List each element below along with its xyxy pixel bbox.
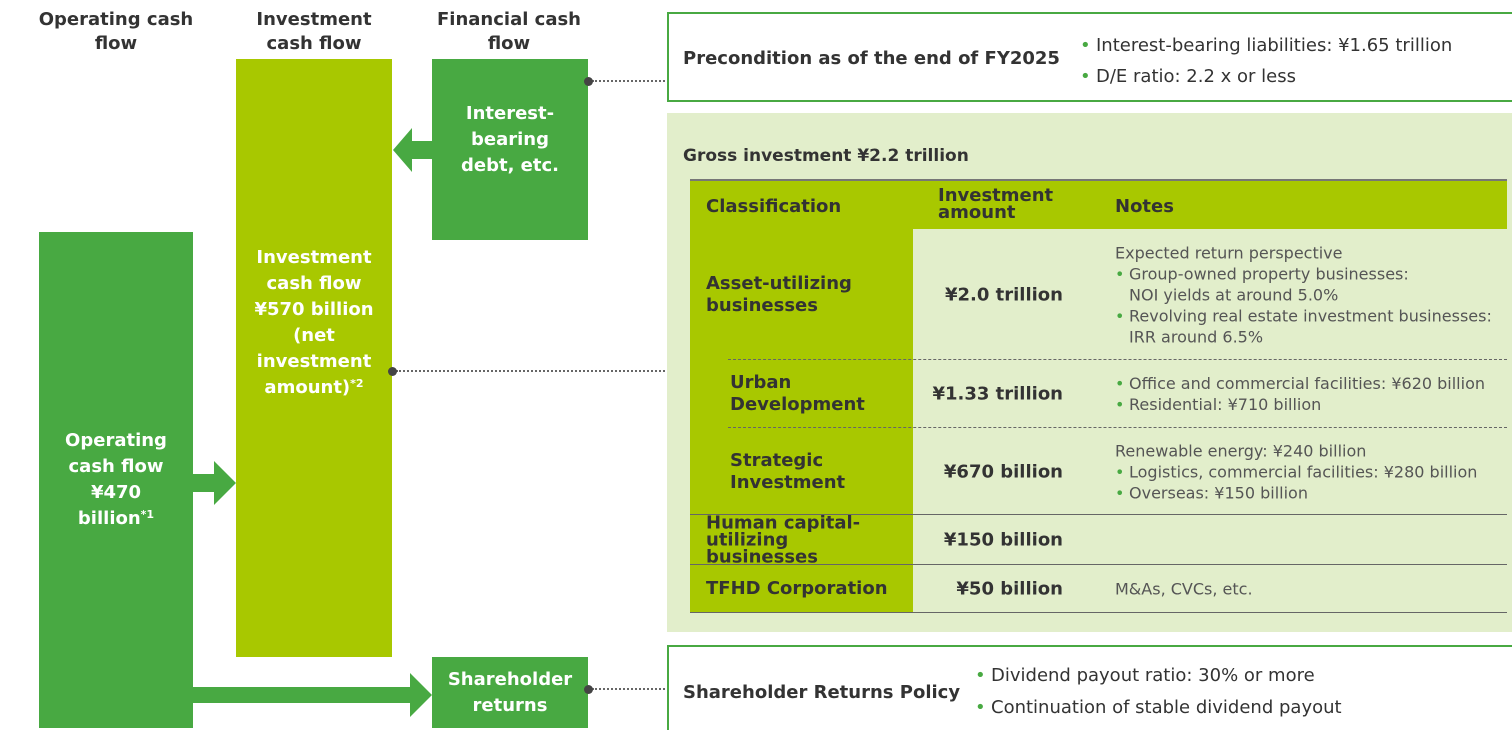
investment-table: Classification Investment amount Notes A…	[690, 179, 1507, 613]
table-header: Classification Investment amount Notes	[690, 179, 1507, 229]
notes: Renewable energy: ¥240 billion Logistics,…	[1115, 440, 1507, 503]
note-line: Overseas: ¥150 billion	[1129, 483, 1308, 502]
header-cell: Notes	[1115, 196, 1174, 217]
table-row: TFHD Corporation ¥50 billion M&As, CVCs, e…	[690, 564, 1507, 612]
table-row: Human capital-utilizing businesses ¥150 b…	[690, 512, 1507, 568]
shareholder-box: Shareholder returns	[432, 657, 588, 728]
table-row: Asset-utilizing businesses ¥2.0 trillion E…	[690, 229, 1507, 360]
connector-dot	[584, 77, 593, 86]
note-bullet: Group-owned property businesses: NOI yiel…	[1115, 263, 1507, 305]
classification-cell	[690, 428, 913, 515]
table-row: Urban Development ¥1.33 trillion Office an…	[690, 359, 1507, 428]
classification-cell	[690, 565, 913, 612]
header-cell: Investment amount	[938, 185, 1054, 223]
classification: TFHD Corporation	[706, 577, 888, 599]
label: Shareholder returns	[447, 668, 573, 716]
financial-box: Interest-bearing debt, etc.	[432, 59, 588, 240]
note-intro: Renewable energy: ¥240 billion	[1115, 441, 1367, 460]
column-header: Investment cash flow	[256, 9, 372, 54]
note-line: IRR around 6.5%	[1129, 327, 1264, 346]
classification-cell	[690, 515, 913, 565]
classification-cell	[690, 229, 913, 360]
header-cell: Classification	[706, 196, 842, 217]
row-separator	[728, 359, 1507, 360]
amount: ¥2.0 trillion	[944, 284, 1063, 305]
column-header: Operating cash flow	[38, 9, 194, 54]
notes: Office and commercial facilities: ¥620 b…	[1115, 373, 1507, 415]
note-intro: M&As, CVCs, etc.	[1115, 579, 1253, 598]
note-bullet: Office and commercial facilities: ¥620 b…	[1115, 373, 1507, 394]
amount: ¥150 billion	[943, 529, 1063, 551]
connector	[396, 370, 665, 372]
note-line: Logistics, commercial facilities: ¥280 b…	[1129, 462, 1478, 481]
notes: M&As, CVCs, etc.	[1115, 578, 1507, 599]
column-header: Financial cash flow	[436, 9, 581, 54]
shareholder-policy-box: Shareholder Returns Policy Dividend payo…	[667, 645, 1512, 730]
note-bullet: Revolving real estate investment busines…	[1115, 305, 1507, 347]
precondition-box: Precondition as of the end of FY2025 Int…	[667, 12, 1512, 102]
note-bullet: Overseas: ¥150 billion	[1115, 482, 1507, 503]
amount: ¥50 billion	[956, 578, 1063, 599]
amount: ¥670 billion	[943, 461, 1063, 482]
bullet: Interest-bearing liabilities: ¥1.65 tril…	[1080, 30, 1452, 61]
arrow	[193, 673, 432, 717]
classification: Strategic Investment	[730, 449, 846, 493]
note-line: NOI yields at around 5.0%	[1129, 285, 1339, 304]
label: Operating cash flow ¥470 billion	[65, 430, 167, 529]
note: *2	[350, 377, 364, 390]
precondition-list: Interest-bearing liabilities: ¥1.65 tril…	[1080, 30, 1452, 92]
arrow	[193, 461, 236, 505]
note-line: Group-owned property businesses:	[1129, 264, 1409, 283]
classification: Urban Development	[730, 372, 865, 415]
operating-box: Operating cash flow ¥470 billion*1	[39, 232, 193, 728]
classification: Asset-utilizing businesses	[706, 272, 852, 316]
investment-box: Investment cash flow ¥570 billion (net i…	[236, 59, 392, 657]
policy-title: Shareholder Returns Policy	[683, 682, 961, 703]
gross-investment-title: Gross investment ¥2.2 trillion	[683, 146, 969, 166]
row-separator	[728, 427, 1507, 428]
bullet: Continuation of stable dividend payout	[975, 692, 1342, 724]
label: Interest-bearing debt, etc.	[460, 102, 559, 176]
classification: Human capital-utilizing businesses	[706, 512, 861, 568]
notes: Expected return perspectiveGroup-owned p…	[1115, 242, 1507, 347]
connector-dot	[584, 685, 593, 694]
note-line: Revolving real estate investment busines…	[1129, 306, 1492, 325]
row-separator	[690, 514, 1507, 515]
note-bullet: Logistics, commercial facilities: ¥280 b…	[1115, 461, 1507, 482]
note-bullet: Residential: ¥710 billion	[1115, 394, 1507, 415]
connector	[592, 80, 665, 82]
note-line: Office and commercial facilities: ¥620 b…	[1129, 374, 1485, 393]
bullet: Dividend payout ratio: 30% or more	[975, 660, 1342, 692]
label: Investment cash flow ¥570 billion (net i…	[254, 247, 374, 398]
row-separator	[690, 564, 1507, 565]
classification-cell	[690, 360, 913, 428]
connector	[592, 688, 665, 690]
policy-list: Dividend payout ratio: 30% or moreContin…	[975, 660, 1342, 724]
note: *1	[140, 508, 155, 521]
note-intro: Expected return perspective	[1115, 243, 1343, 262]
gross-investment-panel: Gross investment ¥2.2 trillion Classific…	[667, 113, 1512, 632]
bullet: D/E ratio: 2.2 x or less	[1080, 61, 1452, 92]
table-bottom	[690, 612, 1507, 613]
precondition-title: Precondition as of the end of FY2025	[683, 48, 1060, 69]
connector-dot	[388, 367, 397, 376]
arrow	[393, 128, 432, 172]
amount: ¥1.33 trillion	[932, 383, 1063, 405]
table-row: Strategic Investment ¥670 billion Renewabl…	[690, 427, 1507, 515]
note-line: Residential: ¥710 billion	[1129, 395, 1322, 414]
